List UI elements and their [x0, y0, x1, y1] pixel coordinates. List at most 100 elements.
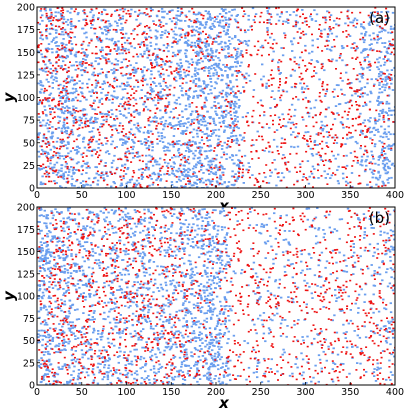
point-blue [188, 88, 191, 91]
point-red [256, 53, 259, 56]
point-blue [96, 117, 99, 120]
point-blue [222, 122, 225, 124]
point-blue [280, 172, 284, 174]
point-blue [122, 177, 125, 180]
point-red [221, 16, 223, 18]
point-blue [144, 169, 147, 171]
point-blue [174, 26, 177, 29]
point-red [143, 45, 146, 47]
point-blue [235, 110, 238, 113]
point-blue [370, 185, 373, 188]
point-blue [57, 345, 60, 347]
point-blue [271, 90, 274, 92]
point-red [354, 90, 357, 93]
point-red [154, 112, 157, 114]
point-blue [184, 122, 187, 125]
point-blue [178, 356, 182, 359]
point-red [169, 93, 172, 96]
point-blue [353, 17, 357, 20]
point-red [376, 35, 379, 38]
point-blue [44, 70, 47, 73]
point-blue [111, 140, 114, 143]
point-blue [392, 28, 395, 30]
point-blue [372, 371, 376, 373]
point-blue [204, 124, 208, 127]
point-blue [130, 45, 133, 48]
point-blue [368, 48, 372, 51]
point-red [202, 115, 205, 117]
point-blue [97, 143, 101, 145]
point-blue [149, 175, 152, 178]
point-red [358, 115, 361, 118]
point-red [187, 34, 189, 37]
point-blue [205, 55, 208, 57]
point-blue [137, 129, 140, 132]
point-blue [83, 184, 86, 187]
point-red [356, 159, 359, 162]
point-blue [199, 168, 203, 171]
point-blue [177, 121, 181, 123]
point-blue [196, 361, 200, 364]
point-red [260, 11, 263, 14]
point-blue [53, 227, 56, 229]
point-blue [46, 18, 50, 20]
point-blue [201, 90, 204, 93]
point-blue [183, 143, 187, 146]
point-red [295, 9, 298, 12]
point-blue [44, 321, 48, 324]
point-red [378, 25, 381, 28]
point-blue [376, 34, 379, 36]
point-blue [376, 100, 379, 102]
point-blue [39, 181, 43, 184]
point-red [83, 69, 86, 72]
point-blue [181, 110, 184, 113]
point-blue [63, 123, 66, 126]
point-blue [210, 294, 213, 296]
point-blue [91, 108, 94, 110]
point-blue [224, 45, 227, 48]
point-blue [387, 147, 390, 150]
point-blue [156, 93, 160, 96]
point-blue [234, 61, 237, 63]
point-red [98, 12, 100, 14]
point-blue [335, 331, 339, 334]
point-red [85, 180, 88, 183]
point-blue [197, 121, 200, 124]
point-blue [60, 28, 64, 30]
point-blue [389, 25, 393, 28]
point-blue [218, 348, 221, 351]
point-blue [386, 145, 389, 148]
point-red [45, 49, 48, 52]
point-red [98, 26, 101, 29]
point-blue [148, 124, 151, 127]
point-red [213, 150, 216, 152]
point-red [56, 147, 58, 150]
point-blue [154, 380, 157, 383]
point-blue [294, 126, 298, 129]
point-red [184, 183, 187, 185]
point-red [152, 157, 155, 159]
point-blue [245, 378, 248, 381]
point-red [281, 157, 284, 160]
point-red [353, 150, 356, 153]
point-blue [320, 159, 323, 161]
point-red [241, 55, 244, 58]
point-blue [310, 153, 314, 155]
point-blue [187, 144, 191, 146]
point-red [345, 176, 348, 178]
point-blue [272, 262, 275, 265]
point-red [214, 105, 217, 107]
point-blue [208, 34, 211, 37]
point-red [199, 46, 202, 49]
point-blue [178, 77, 182, 80]
point-red [268, 85, 271, 87]
point-blue [149, 320, 152, 323]
point-red [196, 118, 199, 121]
point-blue [368, 34, 371, 37]
point-blue [224, 19, 228, 21]
point-blue [200, 47, 203, 50]
point-blue [220, 305, 223, 307]
point-blue [163, 32, 167, 35]
point-blue [385, 102, 388, 105]
point-blue [167, 74, 170, 77]
